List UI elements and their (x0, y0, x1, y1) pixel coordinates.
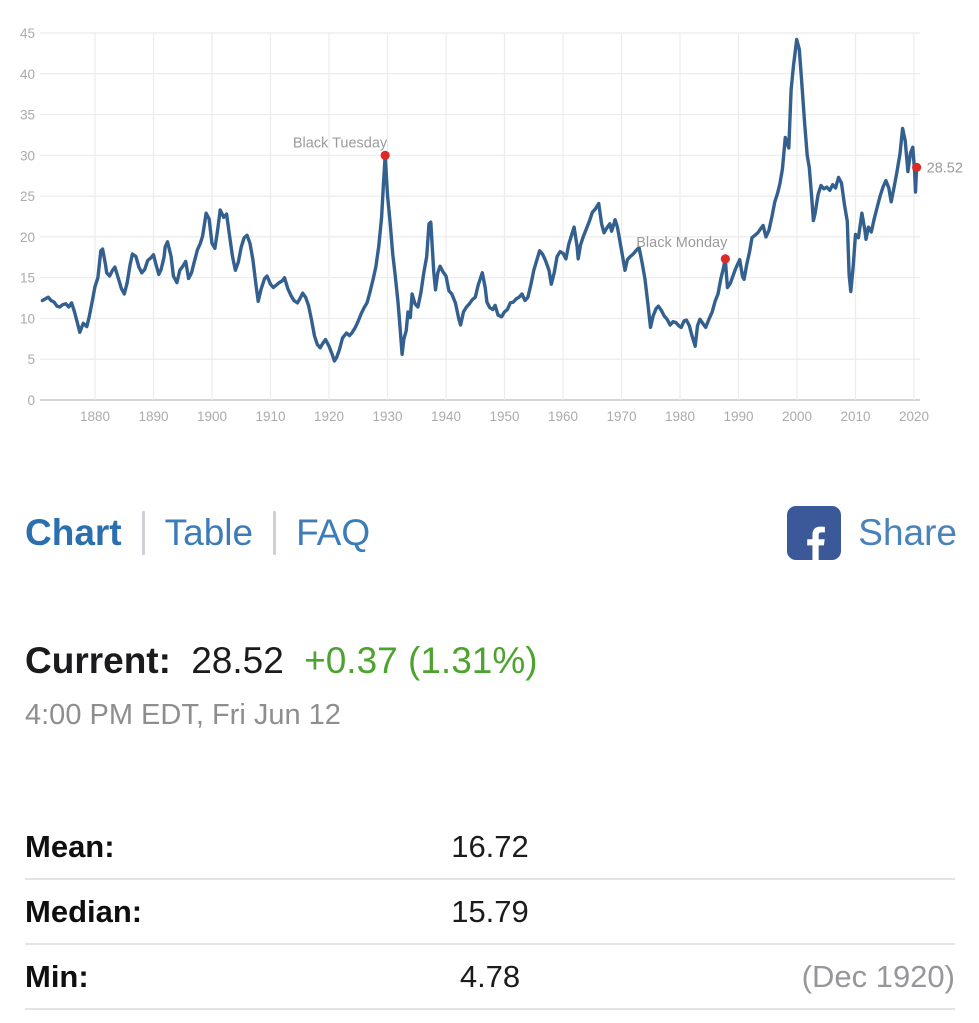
x-axis-tick: 2000 (782, 409, 812, 424)
x-axis-tick: 1980 (665, 409, 695, 424)
timestamp: 4:00 PM EDT, Fri Jun 12 (25, 699, 341, 731)
x-axis-tick: 1990 (723, 409, 753, 424)
y-axis-tick: 20 (20, 230, 35, 245)
stat-label: Min: (25, 958, 89, 994)
stat-label: Mean: (25, 828, 115, 864)
pe-line (40, 37, 919, 363)
x-axis-tick: 1940 (431, 409, 461, 424)
y-axis-tick: 10 (20, 311, 35, 326)
x-axis-tick: 1920 (314, 409, 344, 424)
y-axis-tick: 5 (27, 352, 35, 367)
stat-note: (Dec 1920) (801, 958, 955, 994)
y-axis-tick: 0 (27, 393, 35, 408)
facebook-icon[interactable] (787, 506, 842, 560)
y-axis-tick: 15 (20, 271, 35, 286)
black-monday-label: Black Monday (636, 235, 728, 251)
tab-chart[interactable]: Chart (25, 512, 122, 553)
x-axis-tick: 2010 (840, 409, 870, 424)
x-axis-tick: 1970 (606, 409, 636, 424)
share-button[interactable]: Share (858, 512, 957, 553)
tab-faq[interactable]: FAQ (296, 512, 371, 553)
current-value: 28.52 (191, 640, 284, 681)
black-tuesday-label: Black Tuesday (293, 135, 388, 151)
stat-value: 16.72 (451, 828, 529, 864)
current-value-label: 28.52 (927, 160, 963, 176)
share-group: Share (787, 506, 957, 560)
x-axis-tick: 1900 (197, 409, 227, 424)
stat-label: Median: (25, 893, 143, 929)
y-axis-tick: 40 (20, 67, 35, 82)
y-axis-tick: 25 (20, 189, 35, 204)
y-axis-tick: 35 (20, 108, 35, 123)
facebook-f-glyph (807, 526, 826, 560)
table-row-min: Min: 4.78 (Dec 1920) (25, 945, 955, 1010)
tab-table[interactable]: Table (164, 512, 254, 553)
black-tuesday-dot (380, 150, 390, 160)
x-axis-tick: 1950 (489, 409, 519, 424)
x-axis-tick: 1930 (372, 409, 402, 424)
current-label: Current: (25, 640, 171, 681)
stat-value: 4.78 (459, 958, 521, 994)
black-monday-dot (720, 254, 730, 264)
table-row-mean: Mean: 16.72 (25, 815, 955, 880)
table-row-median: Median: 15.79 (25, 880, 955, 945)
tab-separator (141, 511, 145, 555)
pe-ratio-line-chart: 0 5 10 15 20 25 30 35 40 45 1880 1890 1900 1910 1920 19… (20, 26, 963, 424)
x-axis-tick: 1890 (138, 409, 168, 424)
x-axis-tick: 1910 (255, 409, 285, 424)
stat-value: 15.79 (451, 893, 529, 929)
current-line: Current: 28.52 +0.37 (1.31%) (25, 640, 538, 682)
y-axis-tick: 30 (20, 148, 35, 163)
y-axis-tick: 45 (20, 26, 35, 41)
tab-separator (273, 511, 277, 555)
current-change: +0.37 (1.31%) (304, 640, 538, 681)
x-axis-tick: 1880 (80, 409, 110, 424)
shiller-pe-chart[interactable]: 0 5 10 15 20 25 30 35 40 45 1880 1890 1900 1910 1920 19… (0, 0, 979, 445)
x-axis-tick: 1960 (548, 409, 578, 424)
current-value-dot (912, 162, 922, 173)
x-axis-tick: 2020 (899, 409, 929, 424)
tab-bar: Chart Table FAQ Share (25, 501, 957, 565)
stats-table: Mean: 16.72 Median: 15.79 Min: 4.78 (Dec… (25, 815, 955, 1010)
